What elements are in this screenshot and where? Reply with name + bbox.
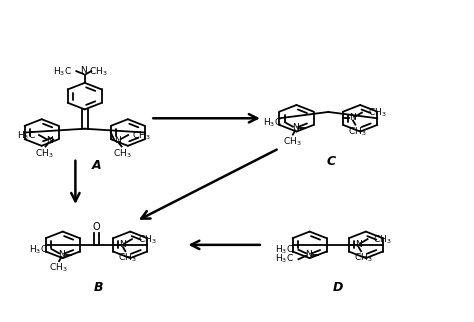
Text: H$_3$C: H$_3$C xyxy=(17,129,36,142)
Text: CH$_3$: CH$_3$ xyxy=(113,148,132,160)
Text: CH$_3$: CH$_3$ xyxy=(90,65,108,78)
Text: CH$_3$: CH$_3$ xyxy=(373,233,392,246)
Text: O: O xyxy=(92,222,100,232)
Text: H$_3$C: H$_3$C xyxy=(263,117,282,129)
Text: CH$_3$: CH$_3$ xyxy=(132,129,151,142)
Text: CH$_3$: CH$_3$ xyxy=(348,125,366,138)
Text: CH$_3$: CH$_3$ xyxy=(118,252,137,264)
Text: H$_3$C: H$_3$C xyxy=(275,252,294,265)
Text: N: N xyxy=(119,240,126,249)
Text: D: D xyxy=(333,281,343,294)
Text: N: N xyxy=(292,123,299,132)
Text: A: A xyxy=(91,159,101,172)
Text: H$_3$C: H$_3$C xyxy=(29,243,48,256)
Text: B: B xyxy=(94,281,103,294)
Text: CH$_3$: CH$_3$ xyxy=(137,233,156,246)
Text: CH$_3$: CH$_3$ xyxy=(36,148,54,160)
Text: CH$_3$: CH$_3$ xyxy=(49,262,67,274)
Text: N: N xyxy=(355,240,362,249)
Text: N: N xyxy=(114,136,121,145)
Text: N: N xyxy=(46,136,53,145)
Text: CH$_3$: CH$_3$ xyxy=(367,107,386,119)
Text: N: N xyxy=(305,250,312,259)
Text: N: N xyxy=(58,250,65,259)
Text: CH$_3$: CH$_3$ xyxy=(283,135,301,148)
Text: H$_3$C: H$_3$C xyxy=(53,65,72,78)
Text: H$_3$C: H$_3$C xyxy=(275,243,294,256)
Text: CH$_3$: CH$_3$ xyxy=(354,252,372,264)
Text: C: C xyxy=(326,155,335,168)
Text: N: N xyxy=(80,66,87,75)
Text: N: N xyxy=(349,113,356,122)
